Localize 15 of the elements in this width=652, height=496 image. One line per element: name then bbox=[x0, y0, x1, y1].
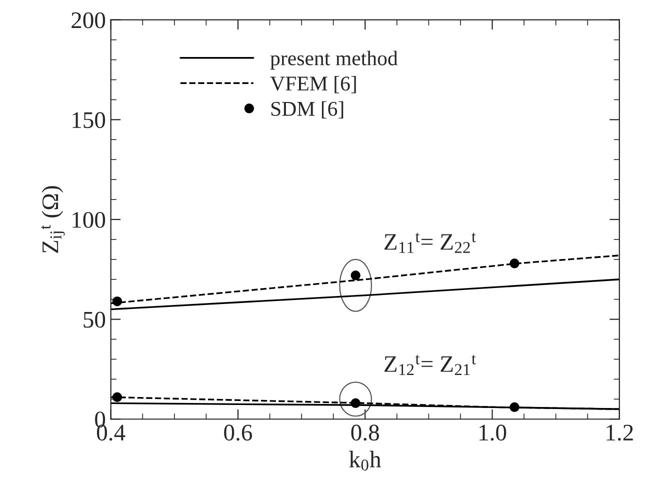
x-tick-label: 1.2 bbox=[606, 424, 633, 441]
y-tick-label: 50 bbox=[84, 312, 106, 328]
legend-label: SDM [6] bbox=[271, 101, 344, 118]
x-tick-label: 0.6 bbox=[224, 424, 252, 441]
y-axis-title: Z$_{ij}$$^{t}$ (Ω) bbox=[41, 186, 65, 253]
annotation: Z$_{12}$$^{t}$= Z$_{21}$$^{t}$ bbox=[384, 354, 476, 376]
x-tick-label: 1.0 bbox=[480, 424, 506, 441]
y-tick-label: 200 bbox=[72, 12, 106, 28]
y-tick-label: 150 bbox=[72, 112, 106, 128]
x-axis-title: k$_{0}$h bbox=[349, 450, 382, 471]
legend-label: VFEM [6] bbox=[270, 76, 356, 94]
x-tick-label: 0.8 bbox=[351, 424, 379, 441]
legend-label: present method bbox=[270, 50, 398, 70]
annotation: Z$_{11}$$^{t}$= Z$_{22}$$^{t}$ bbox=[384, 232, 476, 253]
y-tick-label: 100 bbox=[72, 212, 106, 228]
